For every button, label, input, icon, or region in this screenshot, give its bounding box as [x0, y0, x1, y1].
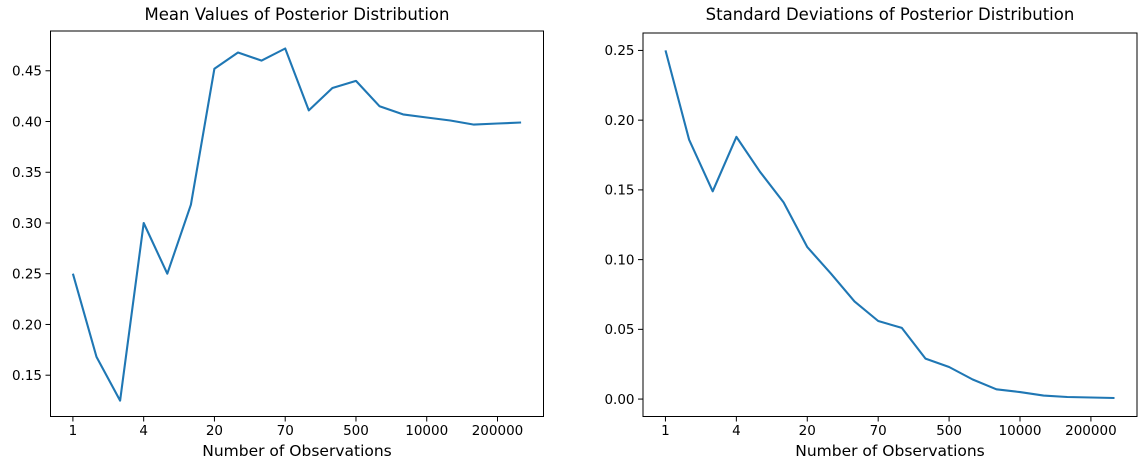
- y-tick-label: 0.20: [12, 317, 42, 333]
- y-tick-label: 0.45: [12, 64, 42, 80]
- x-tick-label: 500: [936, 423, 962, 439]
- y-tick-label: 0.20: [604, 113, 634, 129]
- x-tick-label: 200000: [472, 423, 524, 439]
- plot-frame: [50, 30, 544, 417]
- y-tick-label: 0.00: [604, 392, 634, 408]
- x-tick-label: 1: [661, 423, 670, 439]
- y-tick-label: 0.40: [12, 114, 42, 130]
- subplot-std-xlabel: Number of Observations: [795, 442, 985, 460]
- subplot-mean-xlabel: Number of Observations: [202, 442, 392, 460]
- y-tick-label: 0.05: [604, 322, 634, 338]
- x-tick-label: 70: [277, 423, 294, 439]
- plot-frame: [642, 32, 1138, 417]
- y-tick-label: 0.25: [604, 43, 634, 59]
- x-tick-label: 10000: [999, 423, 1042, 439]
- x-tick-label: 200000: [1065, 423, 1117, 439]
- y-tick-label: 0.15: [12, 368, 42, 384]
- x-tick-label: 10000: [405, 423, 448, 439]
- y-tick-label: 0.10: [604, 252, 634, 268]
- x-tick-label: 500: [343, 423, 369, 439]
- data-line: [664, 50, 1115, 400]
- data-line: [71, 47, 522, 402]
- subplot-std-title: Standard Deviations of Posterior Distrib…: [705, 5, 1075, 24]
- subplot-mean-title: Mean Values of Posterior Distribution: [144, 5, 450, 24]
- y-tick-label: 0.25: [12, 267, 42, 283]
- x-tick-label: 4: [139, 423, 148, 439]
- y-tick-label: 0.15: [604, 183, 634, 199]
- x-tick-label: 20: [799, 423, 816, 439]
- y-tick-label: 0.30: [12, 216, 42, 232]
- x-tick-label: 70: [870, 423, 887, 439]
- x-tick-label: 1: [69, 423, 78, 439]
- y-tick-label: 0.35: [12, 165, 42, 181]
- x-tick-label: 4: [732, 423, 741, 439]
- x-tick-label: 20: [206, 423, 223, 439]
